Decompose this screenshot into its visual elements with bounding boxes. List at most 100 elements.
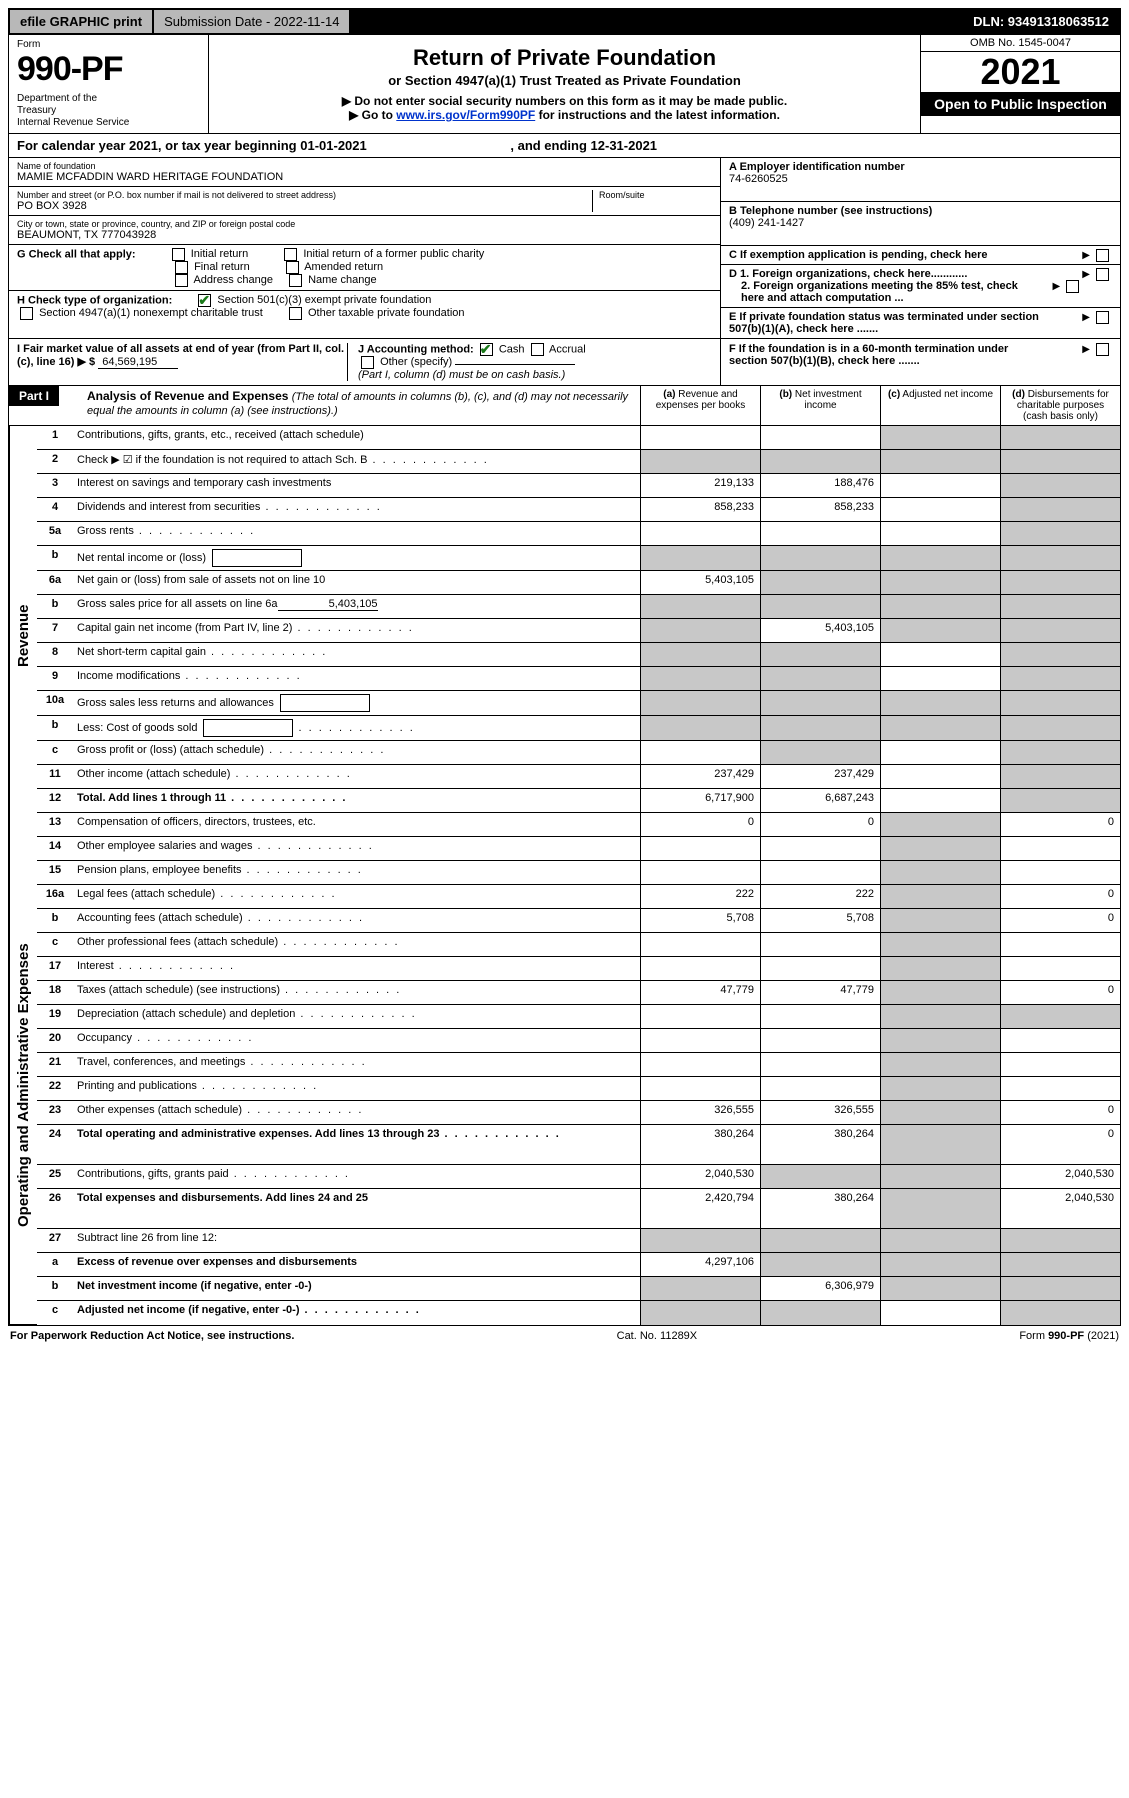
row-number: 13: [37, 813, 73, 836]
arrow-icon: [1082, 268, 1090, 280]
value-cell: [880, 1253, 1000, 1276]
row-description: Gross rents: [73, 522, 640, 545]
row-description: Capital gain net income (from Part IV, l…: [73, 619, 640, 642]
value-cell: [1000, 957, 1120, 980]
value-cell: [640, 741, 760, 764]
value-cell: 237,429: [640, 765, 760, 788]
calendar-year-row: For calendar year 2021, or tax year begi…: [8, 134, 1121, 158]
leader-dots: [243, 912, 364, 924]
c-checkbox[interactable]: [1096, 249, 1109, 262]
value-cell: [640, 933, 760, 956]
row-description: Total operating and administrative expen…: [73, 1125, 640, 1164]
col-b-header: (b) Net investment income: [760, 386, 880, 425]
value-cell: [880, 813, 1000, 836]
d2-label: 2. Foreign organizations meeting the 85%…: [729, 280, 1029, 304]
row-description: Income modifications: [73, 667, 640, 690]
value-cell: [880, 789, 1000, 812]
leader-dots: [229, 1168, 350, 1180]
col-d-header: (d) Disbursements for charitable purpose…: [1000, 386, 1120, 425]
arrow-icon: [1052, 280, 1060, 292]
leader-dots: [367, 454, 488, 466]
amended-checkbox[interactable]: [286, 261, 299, 274]
table-row: 6aNet gain or (loss) from sale of assets…: [37, 571, 1120, 595]
table-row: 16aLegal fees (attach schedule)2222220: [37, 885, 1120, 909]
value-cell: [880, 885, 1000, 908]
efile-print-button[interactable]: efile GRAPHIC print: [10, 10, 154, 33]
initial-former-checkbox[interactable]: [284, 248, 297, 261]
value-cell: 0: [640, 813, 760, 836]
instructions-link[interactable]: www.irs.gov/Form990PF: [396, 108, 535, 122]
initial-return-checkbox[interactable]: [172, 248, 185, 261]
row-description: Interest: [73, 957, 640, 980]
row-number: 25: [37, 1165, 73, 1188]
addr-change-checkbox[interactable]: [175, 274, 188, 287]
other-specify-field[interactable]: [455, 364, 575, 365]
other-taxable-checkbox[interactable]: [289, 307, 302, 320]
table-row: 11Other income (attach schedule)237,4292…: [37, 765, 1120, 789]
row-number: 4: [37, 498, 73, 521]
open-inspection: Open to Public Inspection: [921, 92, 1120, 116]
row-number: b: [37, 595, 73, 618]
table-row: 20Occupancy: [37, 1029, 1120, 1053]
501c3-checkbox[interactable]: [198, 294, 211, 307]
table-row: bGross sales price for all assets on lin…: [37, 595, 1120, 619]
name-label: Name of foundation: [17, 161, 712, 171]
h-label: H Check type of organization:: [17, 294, 172, 306]
table-row: 3Interest on savings and temporary cash …: [37, 474, 1120, 498]
row-number: 8: [37, 643, 73, 666]
e-checkbox[interactable]: [1096, 311, 1109, 324]
phone-value: (409) 241-1427: [729, 217, 1112, 229]
row-description: Travel, conferences, and meetings: [73, 1053, 640, 1076]
row-number: 27: [37, 1229, 73, 1252]
row-description: Total expenses and disbursements. Add li…: [73, 1189, 640, 1228]
row-description: Contributions, gifts, grants paid: [73, 1165, 640, 1188]
d2-checkbox[interactable]: [1066, 280, 1079, 293]
j-other: Other (specify): [380, 356, 452, 368]
row-number: 7: [37, 619, 73, 642]
value-cell: [880, 691, 1000, 715]
value-cell: [760, 643, 880, 666]
h-opt-2: Section 4947(a)(1) nonexempt charitable …: [39, 307, 263, 319]
leader-dots: [439, 1128, 560, 1140]
name-change-checkbox[interactable]: [289, 274, 302, 287]
value-cell: 6,306,979: [760, 1277, 880, 1300]
4947-checkbox[interactable]: [20, 307, 33, 320]
value-cell: [760, 741, 880, 764]
row-number: 24: [37, 1125, 73, 1164]
value-cell: [880, 643, 1000, 666]
leader-dots: [295, 1008, 416, 1020]
value-cell: [640, 546, 760, 570]
value-cell: 326,555: [760, 1101, 880, 1124]
value-cell: [880, 1229, 1000, 1252]
value-cell: [640, 667, 760, 690]
row-number: 18: [37, 981, 73, 1004]
dept-treasury: Department of theTreasuryInternal Revenu…: [17, 93, 200, 129]
cash-checkbox[interactable]: [480, 343, 493, 356]
g-check-cell: G Check all that apply: Initial return I…: [9, 245, 720, 291]
form-header: Form 990-PF Department of theTreasuryInt…: [8, 35, 1121, 134]
row-number: 9: [37, 667, 73, 690]
form-label: Form: [17, 39, 200, 50]
row-number: 23: [37, 1101, 73, 1124]
value-cell: [1000, 716, 1120, 740]
row-description: Legal fees (attach schedule): [73, 885, 640, 908]
submission-date: Submission Date - 2022-11-14: [154, 10, 351, 33]
value-cell: [880, 474, 1000, 497]
value-cell: [880, 933, 1000, 956]
other-method-checkbox[interactable]: [361, 356, 374, 369]
value-cell: [760, 861, 880, 884]
value-cell: [880, 741, 1000, 764]
accrual-checkbox[interactable]: [531, 343, 544, 356]
table-row: 10aGross sales less returns and allowanc…: [37, 691, 1120, 716]
value-cell: [880, 426, 1000, 449]
inline-box: [212, 549, 302, 567]
table-row: 19Depreciation (attach schedule) and dep…: [37, 1005, 1120, 1029]
leader-dots: [280, 984, 401, 996]
final-return-checkbox[interactable]: [175, 261, 188, 274]
ein-cell: A Employer identification number 74-6260…: [721, 158, 1120, 202]
value-cell: [1000, 450, 1120, 473]
leader-dots: [134, 525, 255, 537]
f-checkbox[interactable]: [1096, 343, 1109, 356]
d1-checkbox[interactable]: [1096, 268, 1109, 281]
f-cell: F If the foundation is in a 60-month ter…: [720, 339, 1120, 385]
